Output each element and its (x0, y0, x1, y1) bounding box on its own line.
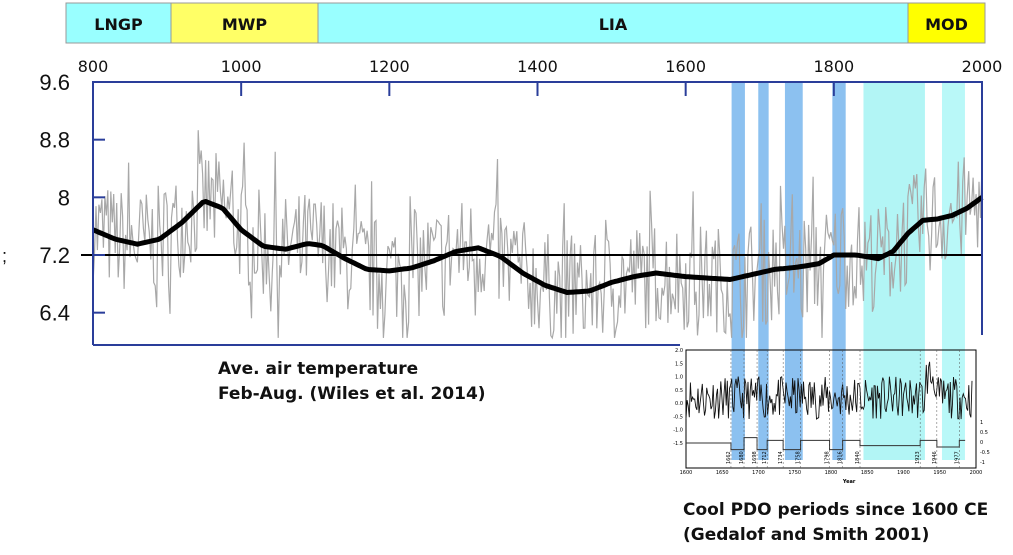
inset-frame (685, 349, 977, 469)
inset-x-axis-label: Year (842, 479, 856, 485)
inset-y-tick-label: -1.0 (673, 428, 683, 434)
pdo-inset-chart: 2.0 1.5 1.0 0.5 0.0 -0.5 -1.0 -1.5 1 0.5 0 -0.5 -1 16… (673, 348, 990, 485)
inset-x-tick-label: 1600 (680, 470, 693, 476)
inset-period-label: 1734 (778, 451, 784, 464)
inset-x-tick-label: 1650 (716, 470, 729, 476)
x-tick-label: 1200 (369, 57, 410, 76)
inset-caption: Cool PDO periods since 1600 CE (Gedalof … (683, 498, 988, 548)
inset-caption-line1: Cool PDO periods since 1600 CE (683, 500, 989, 520)
pdo-index-line (685, 361, 973, 420)
inset-period-label: 1798 (825, 451, 831, 464)
x-tick-label: 1000 (221, 57, 262, 76)
x-tick-label: 1800 (813, 57, 854, 76)
y-axis-stray-label: ; (2, 246, 7, 266)
inset-x-tick-label: 1700 (752, 470, 765, 476)
inset-period-label: 1923 (915, 451, 921, 464)
pdo-step-line (686, 437, 966, 451)
x-tick-label: 1600 (665, 57, 706, 76)
period-box (907, 2, 986, 44)
smoothed-temperature-line (92, 195, 984, 295)
period-mod: MOD (907, 2, 986, 44)
x-tick-label: 1400 (517, 57, 558, 76)
inset-period-label: 1816 (838, 451, 844, 464)
period-mwp: MWP (170, 2, 319, 44)
inset-y2-tick-label: 0 (980, 440, 983, 446)
inset-period-label: 1662 (726, 451, 732, 464)
inset-y-tick-label: -0.5 (673, 414, 683, 420)
y-tick-label: 6.4 (39, 301, 70, 326)
period-box (65, 2, 172, 44)
inset-y2-tick-label: -0.5 (980, 450, 990, 456)
period-label: LIA (599, 15, 628, 34)
y-tick-label: 7.2 (39, 243, 70, 268)
cool-pdo-band (731, 82, 745, 460)
y-tick-label: 8.8 (39, 128, 70, 153)
x-tick-label: 2000 (962, 57, 1003, 76)
inset-period-label: 1758 (796, 451, 802, 464)
inset-y-tick-label: 0.0 (675, 401, 683, 407)
inset-y-tick-label: 1.5 (675, 361, 683, 367)
inset-y-tick-label: 0.5 (675, 388, 683, 394)
inset-period-label: 1698 (752, 451, 758, 464)
inset-x-tick-label: 1800 (825, 470, 838, 476)
inset-period-label: 1946 (932, 451, 938, 464)
annual-temperature-line (92, 130, 983, 340)
inset-x-tick-label: 2000 (970, 470, 983, 476)
inset-y-tick-label: 1.0 (675, 375, 683, 381)
inset-y2-tick-label: 0.5 (980, 430, 988, 436)
period-label: MOD (925, 15, 968, 34)
main-caption: Ave. air temperature Feb-Aug. (Wiles et … (218, 357, 486, 407)
inset-period-label: 1680 (739, 451, 745, 464)
inset-y2-tick-label: -1 (980, 460, 985, 466)
main-caption-line1: Ave. air temperature (218, 359, 419, 379)
x-tick-label: 800 (78, 57, 109, 76)
period-label: MWP (222, 15, 268, 34)
inset-caption-line2: (Gedalof and Smith 2001) (683, 525, 930, 545)
main-caption-line2: Feb-Aug. (Wiles et al. 2014) (218, 384, 486, 404)
inset-period-label: 1840 (855, 451, 861, 464)
inset-x-tick-label: 1950 (933, 470, 946, 476)
period-box (317, 2, 909, 44)
period-lia: LIA (317, 2, 909, 44)
inset-x-tick-label: 1900 (897, 470, 910, 476)
inset-y-tick-label: -1.5 (673, 441, 683, 447)
inset-x-tick-label: 1850 (861, 470, 874, 476)
period-box (170, 2, 319, 44)
y-tick-label: 9.6 (39, 70, 70, 95)
inset-y2-tick-label: 1 (980, 420, 983, 426)
cool-pdo-band (832, 82, 846, 460)
inset-x-tick-label: 1750 (788, 470, 801, 476)
inset-period-label: 1977 (954, 451, 960, 464)
inset-period-label: 1712 (762, 451, 768, 464)
period-label: LNGP (94, 15, 143, 34)
y-tick-label: 8 (58, 185, 70, 210)
inset-y-tick-label: 2.0 (675, 348, 683, 354)
period-lngp: LNGP (65, 2, 172, 44)
